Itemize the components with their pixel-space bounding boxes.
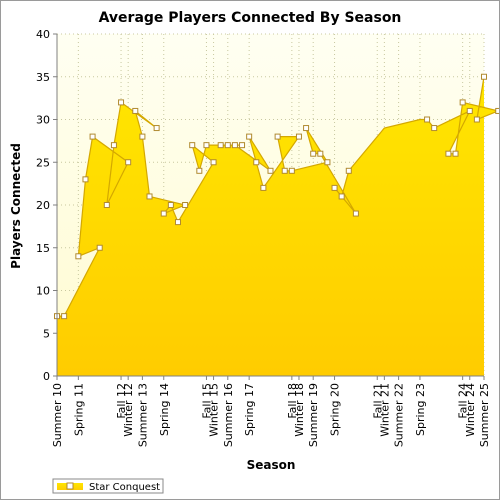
data-point-fall-24	[459, 99, 466, 106]
data-point-fall-18	[288, 167, 295, 174]
x-tick-label: Spring 17	[243, 383, 256, 436]
x-tick-label: Summer 16	[222, 383, 235, 447]
y-tick-label: 5	[43, 327, 50, 340]
data-point-summer-14	[167, 202, 174, 208]
data-point-spring-24	[445, 150, 452, 157]
x-tick-label: Winter 21	[378, 383, 391, 437]
data-point-spring-25	[473, 116, 480, 123]
data-point-summer-17	[253, 159, 260, 166]
x-tick-label: Summer 22	[393, 383, 406, 447]
series-markers	[54, 73, 500, 320]
x-tick-label: Summer 25	[478, 383, 491, 447]
data-point-summer-18	[281, 167, 288, 174]
y-tick-label: 10	[36, 285, 50, 298]
x-tick-label: Fall 15	[200, 383, 213, 419]
legend-marker	[66, 482, 74, 490]
data-point-spring-14	[160, 210, 167, 217]
data-point-fall-13	[146, 193, 153, 200]
series-area	[57, 76, 499, 376]
data-point-spring-13	[132, 107, 139, 114]
data-point-winter-13	[153, 125, 160, 132]
data-point-winter-19	[324, 159, 331, 166]
data-point-winter-15	[210, 159, 217, 166]
x-tick-label: Winter 12	[122, 383, 135, 437]
x-tick-label: Summer 10	[51, 383, 64, 447]
x-tick-label: Spring 23	[414, 383, 427, 436]
data-point-summer-11	[82, 176, 89, 183]
x-tick-label: Fall 12	[115, 383, 128, 419]
x-tick-label: Summer 13	[136, 383, 149, 447]
data-point-summer-12	[110, 142, 117, 149]
data-point-summer-13	[139, 133, 146, 140]
y-tick-label: 20	[36, 199, 50, 212]
data-point-spring-18	[274, 133, 281, 140]
data-point-winter-25	[495, 107, 500, 114]
data-point-winter-16	[239, 142, 246, 149]
data-point-winter-14	[182, 202, 189, 208]
x-tick-label: Winter 24	[464, 383, 477, 437]
data-point-summer-23	[424, 116, 431, 123]
x-tick-label: Summer 19	[307, 383, 320, 447]
y-tick-label: 35	[36, 71, 50, 84]
x-tick-label: Fall 24	[457, 383, 470, 419]
x-tick-label: Spring 20	[329, 383, 342, 436]
data-point-summer-24	[452, 150, 459, 157]
y-tick-label: 30	[36, 114, 50, 127]
data-point-fall-20	[345, 167, 352, 174]
data-point-spring-15	[189, 142, 196, 149]
data-point-fall-23	[431, 125, 438, 132]
axes	[53, 33, 485, 380]
data-point-spring-12	[103, 202, 110, 208]
legend-label: Star Conquest	[89, 482, 160, 493]
data-point-spring-11	[75, 253, 82, 260]
data-point-summer-16	[224, 142, 231, 149]
data-point-spring-16	[217, 142, 224, 149]
data-point-winter-17	[267, 167, 274, 174]
data-point-winter-24	[466, 107, 473, 114]
data-point-spring-17	[246, 133, 253, 140]
x-tick-label: Spring 11	[72, 383, 85, 436]
data-point-fall-10	[61, 313, 68, 320]
x-tick-label: Fall 21	[371, 383, 384, 419]
y-axis-title: Players Connected	[9, 143, 23, 269]
data-point-winter-20	[352, 210, 359, 217]
data-point-winter-11	[96, 244, 103, 251]
y-tick-label: 15	[36, 242, 50, 255]
data-point-spring-19	[303, 125, 310, 132]
data-point-fall-11	[89, 133, 96, 140]
data-point-winter-18	[295, 133, 302, 140]
y-tick-label: 40	[36, 28, 50, 41]
data-point-summer-15	[196, 167, 203, 174]
data-point-spring-20	[331, 184, 338, 191]
y-tick-label: 0	[43, 370, 50, 383]
data-point-summer-20	[338, 193, 345, 200]
x-tick-label: Fall 18	[286, 383, 299, 419]
data-point-fall-15	[203, 142, 210, 149]
legend: Star Conquest	[52, 478, 164, 494]
data-point-summer-25	[481, 73, 487, 80]
data-point-fall-12	[118, 99, 125, 106]
x-tick-label: Spring 14	[158, 383, 171, 436]
y-tick-labels: 0 5 10 15 20 25 30 35 40	[36, 28, 50, 383]
data-point-fall-19	[317, 150, 324, 157]
data-point-fall-16	[231, 142, 238, 149]
data-point-winter-12	[125, 159, 132, 166]
x-tick-label: Winter 15	[208, 383, 221, 437]
data-point-fall-14	[174, 219, 181, 226]
data-point-summer-19	[310, 150, 317, 157]
data-point-fall-17	[260, 184, 267, 191]
x-axis-title: Season	[247, 458, 296, 472]
y-tick-label: 25	[36, 156, 50, 169]
chart-title: Average Players Connected By Season	[99, 10, 402, 26]
x-tick-label: Winter 18	[293, 383, 306, 437]
